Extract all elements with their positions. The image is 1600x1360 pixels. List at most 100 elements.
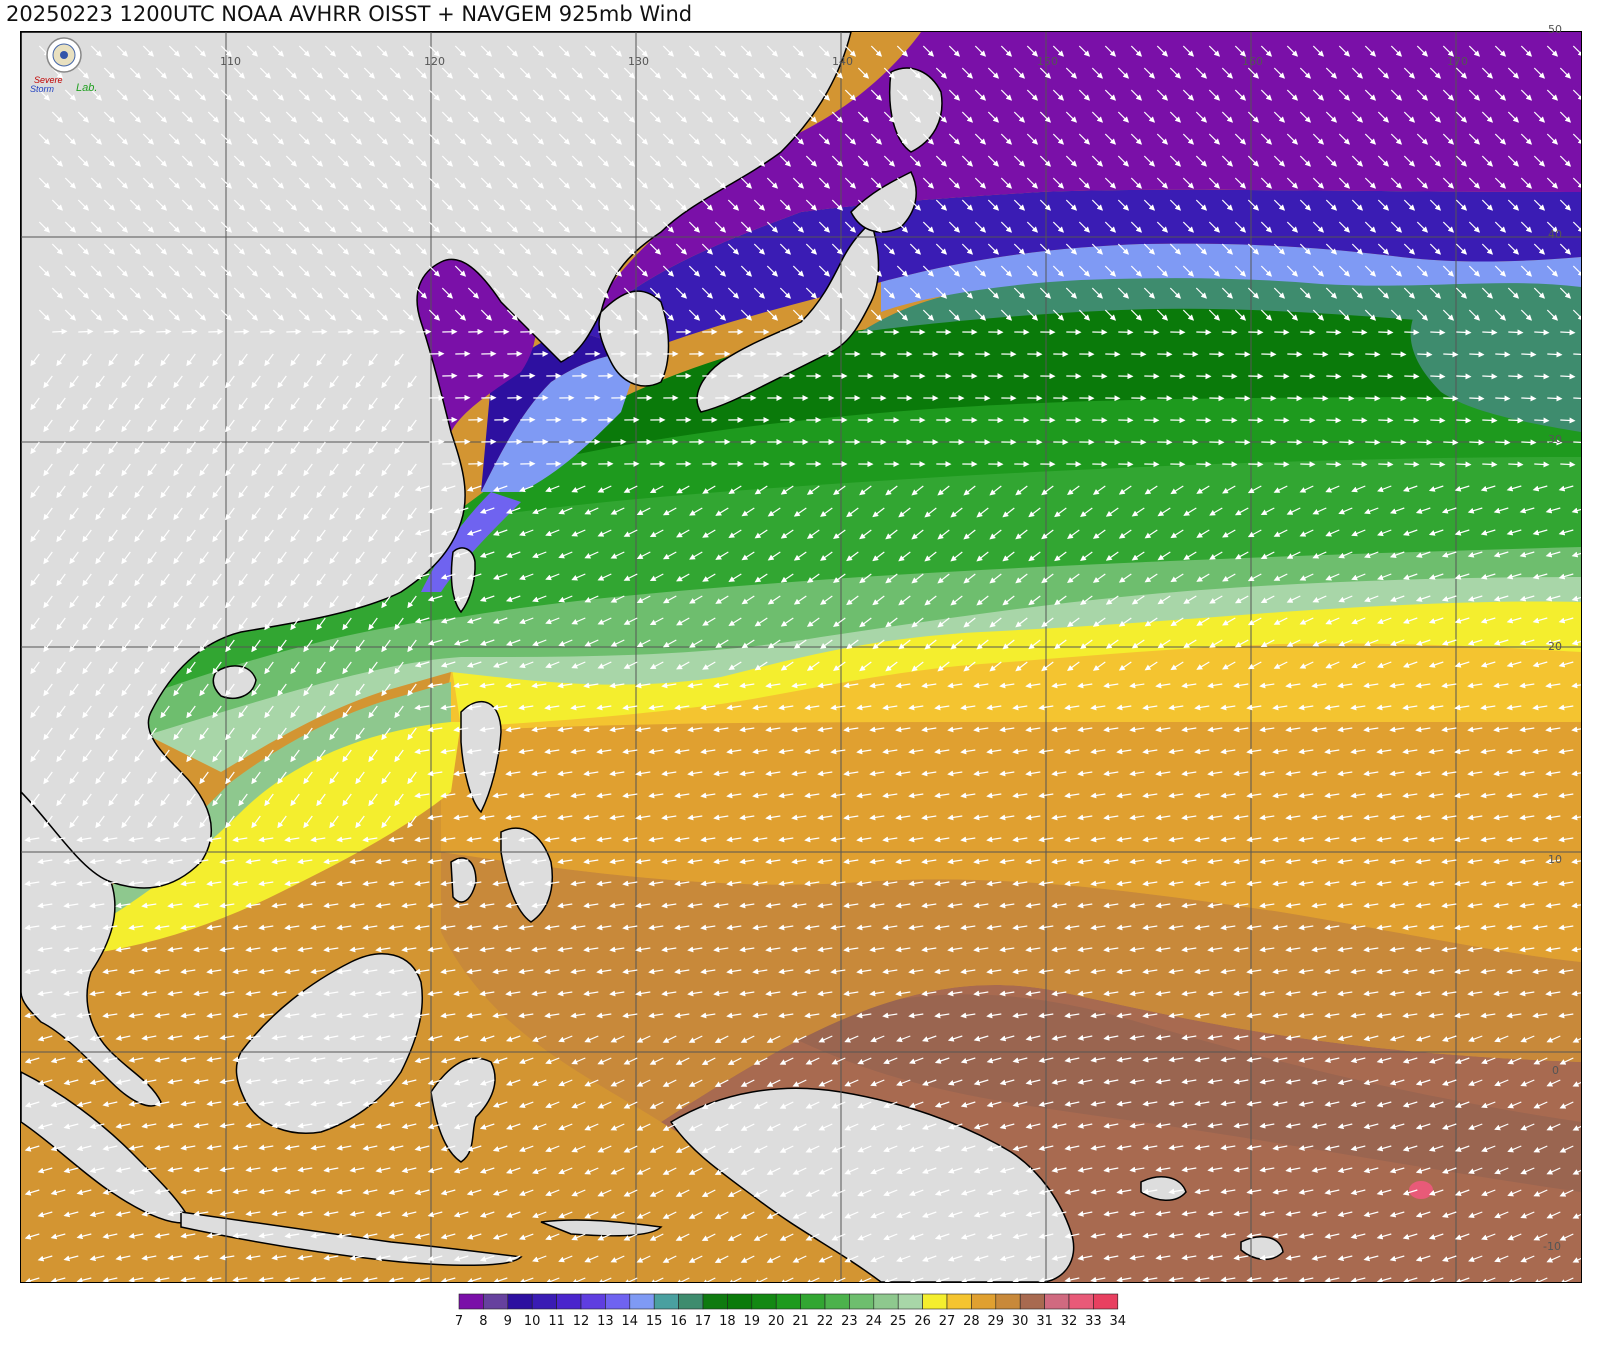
wind-vectors [24, 45, 1581, 1282]
wind-arrow [1534, 329, 1550, 336]
wind-arrow [285, 155, 298, 167]
lat-label-minus10: -10 [1543, 1240, 1561, 1253]
wind-arrow [636, 133, 649, 145]
wind-arrow [1273, 67, 1286, 79]
wind-arrow [740, 45, 753, 57]
wind-arrow [1313, 395, 1329, 402]
wind-arrow [532, 89, 545, 101]
wind-arrow [831, 155, 844, 167]
colorbar-label: 32 [1060, 1314, 1078, 1329]
wind-arrow [1208, 45, 1221, 57]
wind-arrow [493, 155, 506, 167]
wind-arrow [1404, 461, 1420, 468]
wind-arrow [51, 111, 64, 123]
wind-arrow [142, 177, 155, 189]
wind-arrow [714, 45, 727, 57]
wind-arrow [1156, 89, 1169, 101]
wind-arrow [610, 133, 623, 145]
wind-arrow [454, 89, 467, 101]
wind-arrow [1468, 89, 1481, 101]
wind-arrow [493, 111, 506, 123]
wind-arrow [805, 111, 818, 123]
wind-arrow [1390, 133, 1403, 145]
wind-arrow [1481, 111, 1494, 123]
wind-arrow [286, 328, 302, 335]
wind-arrow [194, 45, 207, 57]
wind-arrow [168, 177, 181, 189]
wind-arrow [1221, 155, 1234, 167]
wind-arrow [870, 89, 883, 101]
wind-arrow [662, 45, 675, 57]
wind-arrow [1442, 45, 1455, 57]
wind-arrow [441, 111, 454, 123]
wind-arrow [1377, 155, 1390, 167]
wind-arrow [636, 177, 649, 189]
wind-arrow [597, 67, 610, 79]
wind-arrow [350, 133, 363, 145]
wind-arrow [896, 133, 909, 145]
wind-arrow [116, 45, 129, 57]
wind-arrow [103, 111, 116, 123]
wind-arrow [1430, 461, 1446, 468]
wind-arrow [779, 67, 792, 79]
wind-arrow [922, 45, 935, 57]
wind-arrow [1494, 45, 1507, 57]
wind-arrow [584, 177, 597, 189]
wind-arrow [1560, 461, 1576, 468]
lon-label-170: 170 [1447, 55, 1468, 68]
sst-wind-map [20, 31, 1582, 1283]
wind-arrow [1507, 111, 1520, 123]
wind-arrow [597, 111, 610, 123]
wind-arrow [1000, 45, 1013, 57]
wind-arrow [1234, 45, 1247, 57]
wind-arrow [857, 155, 870, 167]
wind-arrow [1234, 89, 1247, 101]
wind-arrow [1130, 45, 1143, 57]
wind-arrow [324, 45, 337, 57]
colorbar-label: 18 [719, 1314, 736, 1329]
wind-arrow [1247, 155, 1260, 167]
colorbar-label: 26 [914, 1314, 931, 1329]
wind-arrow [1559, 155, 1572, 167]
wind-arrow [116, 133, 129, 145]
wind-arrow [818, 133, 831, 145]
wind-arrow [909, 155, 922, 167]
wind-arrow [1468, 133, 1481, 145]
wind-arrow [688, 133, 701, 145]
wind-arrow [142, 133, 155, 145]
colorbar-swatch [800, 1293, 826, 1310]
wind-arrow [1495, 439, 1511, 446]
wind-arrow [272, 133, 285, 145]
wind-arrow [1469, 351, 1485, 358]
wind-arrow [1351, 111, 1364, 123]
wind-arrow [233, 111, 246, 123]
wind-arrow [480, 177, 493, 189]
wind-arrow [987, 67, 1000, 79]
wind-arrow [636, 45, 649, 57]
wind-arrow [298, 177, 311, 189]
wind-arrow [1455, 111, 1468, 123]
wind-arrow [1546, 89, 1559, 101]
wind-arrow [220, 89, 233, 101]
wind-arrow [1573, 441, 1581, 443]
wind-arrow [623, 155, 636, 167]
wind-arrow [1195, 111, 1208, 123]
wind-arrow [1508, 461, 1524, 468]
wind-arrow [961, 67, 974, 79]
wind-arrow [1534, 373, 1550, 380]
wind-arrow [1469, 439, 1485, 446]
wind-arrow [246, 177, 259, 189]
wind-arrow [1130, 89, 1143, 101]
wind-arrow [1469, 395, 1485, 402]
wind-arrow [1378, 373, 1394, 380]
colorbar-swatch [873, 1293, 899, 1310]
wind-arrow [1326, 417, 1342, 424]
wind-arrow [168, 45, 181, 57]
colorbar-swatch [946, 1293, 972, 1310]
wind-arrow [1417, 351, 1433, 358]
wind-arrow [220, 177, 233, 189]
wind-arrow [1429, 67, 1442, 79]
colorbar-label: 15 [645, 1314, 663, 1329]
wind-arrow [506, 133, 519, 145]
wind-arrow [1143, 155, 1156, 167]
